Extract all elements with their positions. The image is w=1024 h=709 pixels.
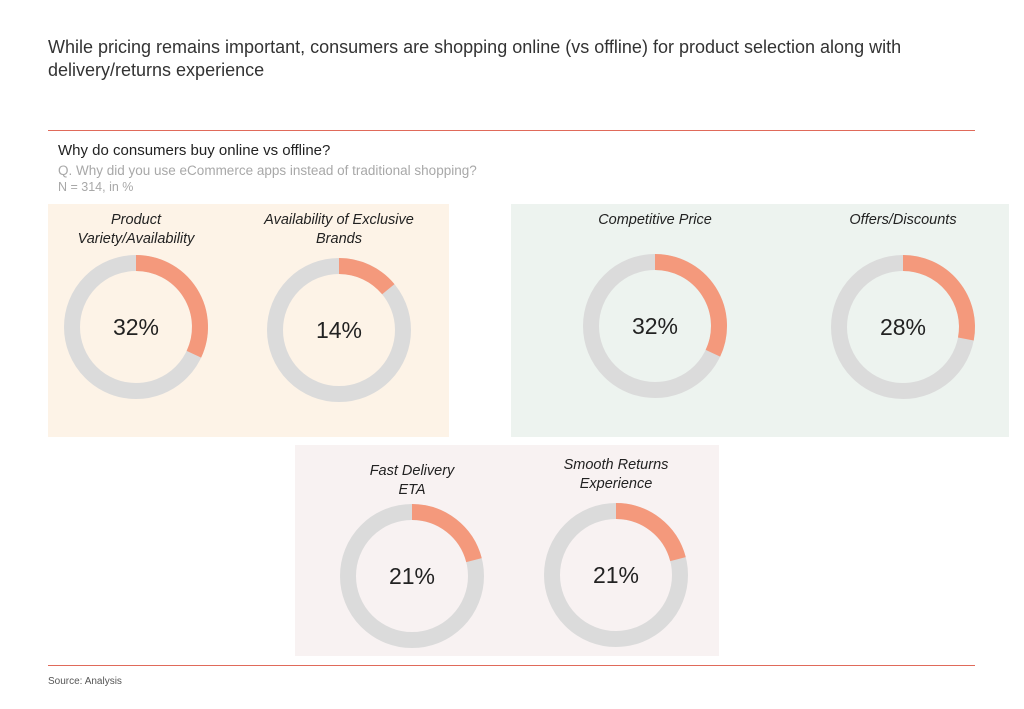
bottom-divider — [48, 665, 975, 666]
survey-question: Q. Why did you use eCommerce apps instea… — [58, 163, 477, 178]
donut-label: Fast Delivery ETA — [322, 462, 502, 500]
donut-label: Offers/Discounts — [813, 211, 993, 230]
chart-title: Why do consumers buy online vs offline? — [58, 142, 331, 159]
donut-value-arc — [902, 255, 975, 341]
donut-chart: 28% — [831, 255, 975, 399]
donut-value-label: 14% — [316, 317, 362, 343]
source-note: Source: Analysis — [48, 676, 122, 687]
donut-value-label: 21% — [593, 562, 639, 588]
donut-value-label: 28% — [880, 314, 926, 340]
donut-value-arc — [135, 255, 208, 358]
donut-label-line: Brands — [316, 231, 362, 247]
donut-label-line: Offers/Discounts — [849, 212, 957, 228]
donut-label-line: Availability of Exclusive — [264, 212, 414, 228]
donut-chart: 14% — [267, 258, 411, 402]
donut-value-arc — [615, 503, 686, 562]
donut-value-arc — [654, 254, 727, 357]
donut-label-line: Product — [111, 212, 161, 228]
donut-label-line: Variety/Availability — [77, 231, 195, 247]
donut-value-arc — [338, 258, 395, 295]
donut-value-label: 32% — [113, 314, 159, 340]
top-divider — [48, 130, 975, 131]
donut-value-arc — [411, 504, 482, 563]
sample-size: N = 314, in % — [58, 180, 134, 194]
donut-label: Competitive Price — [565, 211, 745, 230]
page-headline: While pricing remains important, consume… — [48, 37, 902, 80]
donut-label-line: ETA — [398, 482, 426, 498]
group-selection-panel — [48, 204, 449, 437]
donut-label-line: Fast Delivery — [369, 463, 455, 479]
donut-label: Smooth Returns Experience — [526, 456, 706, 494]
donut-value-label: 32% — [632, 313, 678, 339]
donut-label: Availability of Exclusive Brands — [249, 211, 429, 249]
donut-label-line: Smooth Returns — [563, 457, 669, 473]
donut-label-line: Competitive Price — [598, 212, 712, 228]
donut-chart: 21% — [340, 504, 484, 648]
donut-chart: 32% — [583, 254, 727, 398]
donut-label: Product Variety/Availability — [46, 211, 226, 249]
donut-label-line: Experience — [579, 476, 653, 492]
donut-value-label: 21% — [389, 563, 435, 589]
donut-chart: 21% — [544, 503, 688, 647]
donut-chart: 32% — [64, 255, 208, 399]
